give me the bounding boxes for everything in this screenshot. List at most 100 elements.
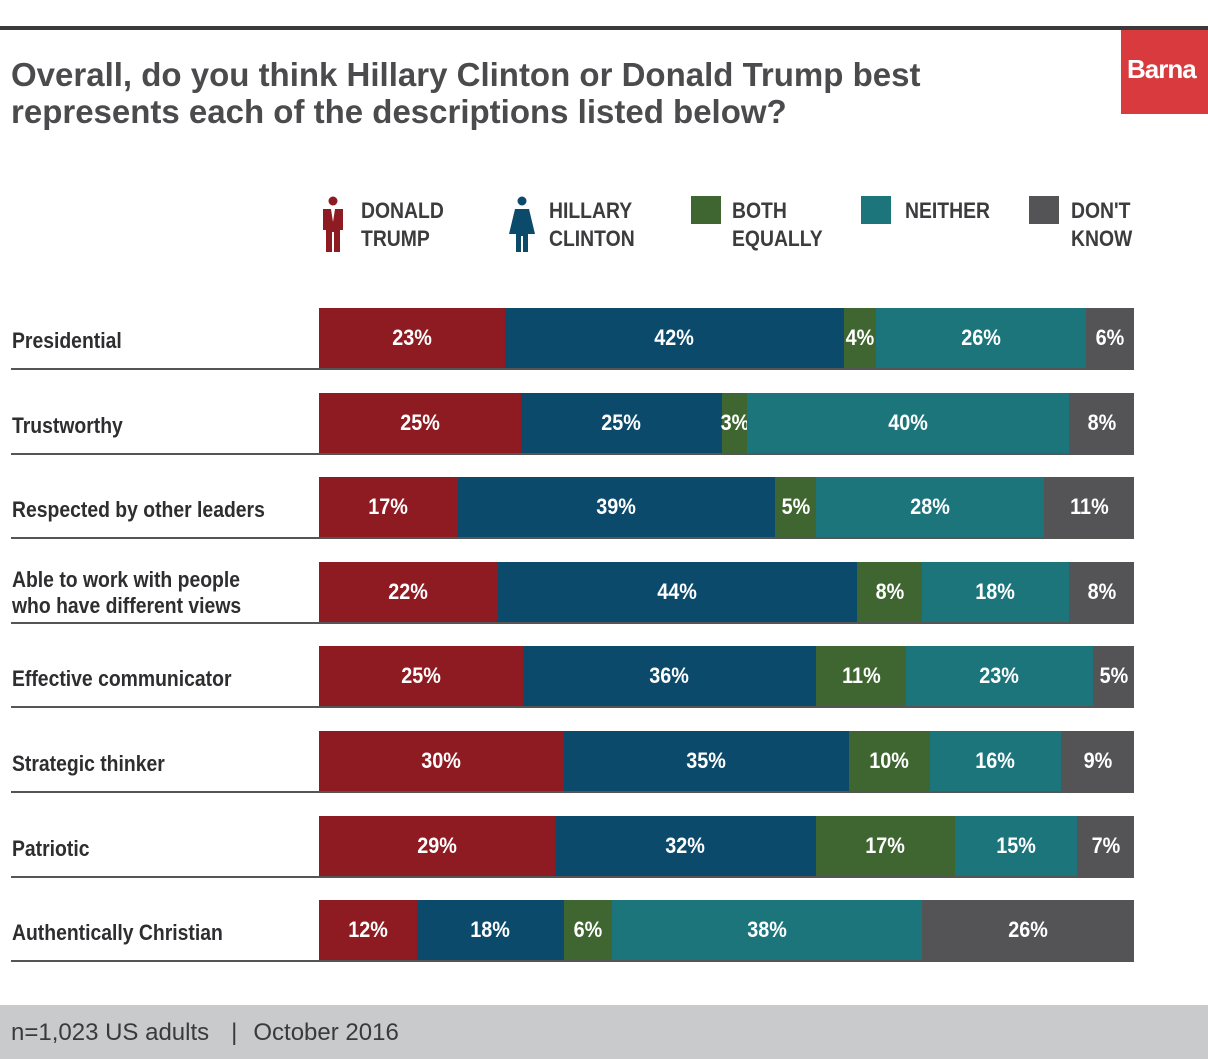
data-label: 7%: [1091, 833, 1120, 858]
data-label: 25%: [400, 410, 440, 435]
data-label: 25%: [401, 663, 441, 688]
data-label: 39%: [596, 494, 637, 519]
data-label: 15%: [996, 833, 1036, 858]
data-label: 23%: [392, 325, 432, 350]
bar-segment-trump: 23%: [319, 308, 505, 368]
bar-stack: 30% 35% 10% 16% 9%: [319, 731, 1134, 791]
bar-segment-clinton: 35%: [564, 731, 849, 791]
man-figure-icon: [323, 196, 343, 252]
bar-segment-clinton: 32%: [555, 816, 816, 876]
legend-swatch-dont-know: [1029, 196, 1059, 224]
chart-row: Able to work with people who have differ…: [0, 562, 1208, 624]
legend-label: HILLARY CLINTON: [549, 198, 635, 251]
bar-segment-both: 6%: [564, 900, 612, 960]
data-label: 16%: [975, 748, 1016, 773]
chart-row: Authentically Christian 12% 18% 6% 38% 26%: [0, 900, 1208, 962]
row-divider: [11, 876, 1134, 878]
data-label: 17%: [368, 494, 409, 519]
data-label: 8%: [1087, 410, 1116, 435]
bar-segment-dont-know: 7%: [1077, 816, 1134, 876]
data-label: 32%: [665, 833, 706, 858]
bar-segment-neither: 23%: [906, 646, 1093, 706]
bar-segment-neither: 38%: [612, 900, 922, 960]
data-label: 18%: [975, 579, 1016, 604]
data-label: 5%: [781, 494, 810, 519]
legend-label: BOTH EQUALLY: [732, 198, 823, 251]
footer: n=1,023 US adults | October 2016: [0, 1005, 1208, 1059]
bar-stack: 25% 36% 11% 23% 5%: [319, 646, 1134, 706]
row-divider: [11, 791, 1134, 793]
bar-segment-both: 3%: [720, 393, 749, 453]
bar-segment-clinton: 18%: [417, 900, 564, 960]
data-label: 18%: [470, 917, 511, 942]
bar-segment-dont-know: 9%: [1061, 731, 1134, 791]
legend-label: DONALD TRUMP: [361, 198, 444, 251]
bar-segment-dont-know: 6%: [1086, 308, 1134, 368]
row-label: Effective communicator: [12, 666, 232, 691]
top-rule: [0, 26, 1208, 30]
footer-separator: |: [231, 1019, 238, 1046]
bar-stack: 22% 44% 8% 18% 8%: [319, 562, 1134, 622]
legend-label: NEITHER: [905, 198, 990, 223]
data-label: 4%: [845, 325, 875, 350]
chart-row: Respected by other leaders 17% 39% 5% 28% 11%: [0, 477, 1208, 539]
bar-segment-trump: 29%: [319, 816, 555, 876]
row-label: Able to work with people who have differ…: [12, 567, 242, 618]
chart-row: Trustworthy 25% 25% 3% 40% 8%: [0, 393, 1208, 455]
survey-date: October 2016: [253, 1019, 399, 1046]
data-label: 23%: [979, 663, 1020, 688]
bar-segment-dont-know: 8%: [1069, 562, 1134, 622]
bar-segment-trump: 22%: [319, 562, 498, 622]
row-label: Authentically Christian: [12, 920, 223, 945]
data-label: 28%: [910, 494, 950, 519]
bar-segment-dont-know: 5%: [1093, 646, 1134, 706]
bar-segment-both: 4%: [844, 308, 876, 368]
bar-segment-neither: 16%: [930, 731, 1061, 791]
data-label: 22%: [388, 579, 429, 604]
chart-title: Overall, do you think Hillary Clinton or…: [11, 56, 921, 130]
data-label: 26%: [1008, 917, 1048, 942]
data-label: 30%: [421, 748, 462, 773]
legend-swatch-neither: [861, 196, 891, 224]
data-label: 6%: [1095, 325, 1125, 350]
data-label: 12%: [348, 917, 388, 942]
row-label: Trustworthy: [12, 413, 123, 438]
bar-segment-neither: 18%: [922, 562, 1069, 622]
data-label: 38%: [747, 917, 787, 942]
bar-segment-trump: 12%: [319, 900, 417, 960]
bar-segment-dont-know: 26%: [922, 900, 1134, 960]
bar-segment-both: 10%: [849, 731, 930, 791]
bar-segment-both: 17%: [816, 816, 955, 876]
sample-size: n=1,023 US adults: [11, 1019, 210, 1046]
bar-segment-both: 11%: [816, 646, 906, 706]
bar-stack: 12% 18% 6% 38% 26%: [319, 900, 1134, 960]
bar-stack: 23% 42% 4% 26% 6%: [319, 308, 1134, 368]
data-label: 35%: [686, 748, 727, 773]
data-label: 17%: [865, 833, 906, 858]
chart-row: Effective communicator 25% 36% 11% 23% 5%: [0, 646, 1208, 708]
bar-segment-neither: 40%: [747, 393, 1069, 453]
bar-segment-trump: 25%: [319, 646, 523, 706]
data-label: 9%: [1083, 748, 1112, 773]
row-divider: [11, 537, 1134, 539]
row-label: Presidential: [12, 328, 122, 353]
row-divider: [11, 453, 1134, 455]
bar-stack: 29% 32% 17% 15% 7%: [319, 816, 1134, 876]
bar-segment-trump: 17%: [319, 477, 458, 537]
row-label: Respected by other leaders: [12, 497, 265, 522]
data-label: 26%: [961, 325, 1001, 350]
bar-segment-neither: 15%: [955, 816, 1077, 876]
data-label: 11%: [1069, 494, 1109, 519]
data-label: 29%: [417, 833, 457, 858]
bar-stack: 17% 39% 5% 28% 11%: [319, 477, 1134, 537]
data-label: 40%: [888, 410, 928, 435]
bar-segment-both: 8%: [857, 562, 922, 622]
data-label: 10%: [869, 748, 910, 773]
bar-segment-trump: 25%: [319, 393, 521, 453]
data-label: 6%: [573, 917, 603, 942]
bar-segment-clinton: 25%: [521, 393, 722, 453]
bar-segment-clinton: 44%: [498, 562, 857, 622]
data-label: 36%: [649, 663, 690, 688]
row-divider: [11, 960, 1134, 962]
data-label: 5%: [1099, 663, 1128, 688]
